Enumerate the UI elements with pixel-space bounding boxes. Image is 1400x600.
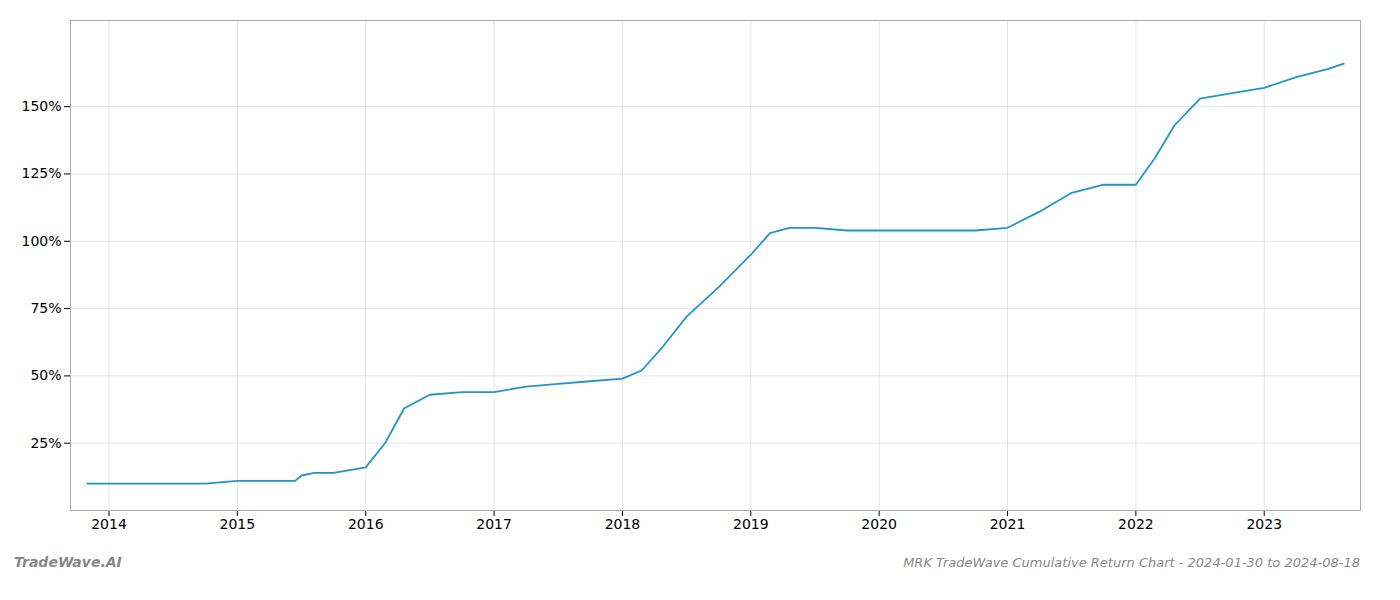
svg-text:2017: 2017 bbox=[476, 516, 512, 532]
svg-text:2015: 2015 bbox=[220, 516, 256, 532]
svg-text:2021: 2021 bbox=[990, 516, 1026, 532]
svg-text:125%: 125% bbox=[21, 165, 61, 181]
svg-text:2022: 2022 bbox=[1118, 516, 1154, 532]
html-text:TradeWave.AI: TradeWave.AI bbox=[14, 554, 122, 570]
svg-text:150%: 150% bbox=[21, 98, 61, 114]
svg-text:100%: 100% bbox=[21, 233, 61, 249]
svg-text:2019: 2019 bbox=[733, 516, 769, 532]
svg-text:2018: 2018 bbox=[605, 516, 641, 532]
svg-text:75%: 75% bbox=[30, 300, 61, 316]
svg-text:2020: 2020 bbox=[861, 516, 897, 532]
html-text:MRK TradeWave Cumulative Retur: MRK TradeWave Cumulative Return Chart - … bbox=[903, 555, 1360, 570]
svg-text:25%: 25% bbox=[30, 435, 61, 451]
svg-text:2014: 2014 bbox=[91, 516, 127, 532]
svg-text:2016: 2016 bbox=[348, 516, 384, 532]
svg-text:50%: 50% bbox=[30, 367, 61, 383]
svg-text:2023: 2023 bbox=[1246, 516, 1282, 532]
